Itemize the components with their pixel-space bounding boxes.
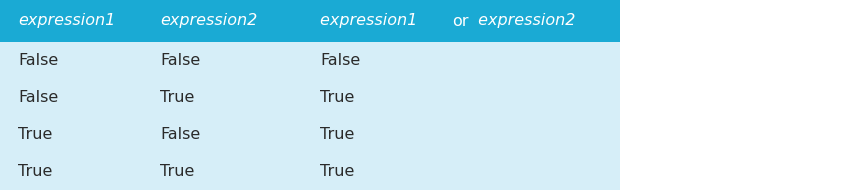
Text: False: False (18, 53, 58, 68)
Text: True: True (160, 164, 194, 179)
Text: False: False (320, 53, 360, 68)
Bar (0, 42, 620, 190)
Text: expression1: expression1 (320, 13, 423, 28)
Text: expression2: expression2 (473, 13, 576, 28)
Text: expression2: expression2 (160, 13, 257, 28)
Text: True: True (320, 164, 354, 179)
Text: True: True (320, 127, 354, 142)
Text: True: True (18, 127, 53, 142)
Text: True: True (18, 164, 53, 179)
Text: False: False (18, 90, 58, 105)
Text: True: True (160, 90, 194, 105)
Text: expression1: expression1 (18, 13, 115, 28)
Text: or: or (452, 13, 468, 28)
Text: False: False (160, 127, 200, 142)
Text: False: False (160, 53, 200, 68)
Text: True: True (320, 90, 354, 105)
Bar (0, 0, 620, 42)
